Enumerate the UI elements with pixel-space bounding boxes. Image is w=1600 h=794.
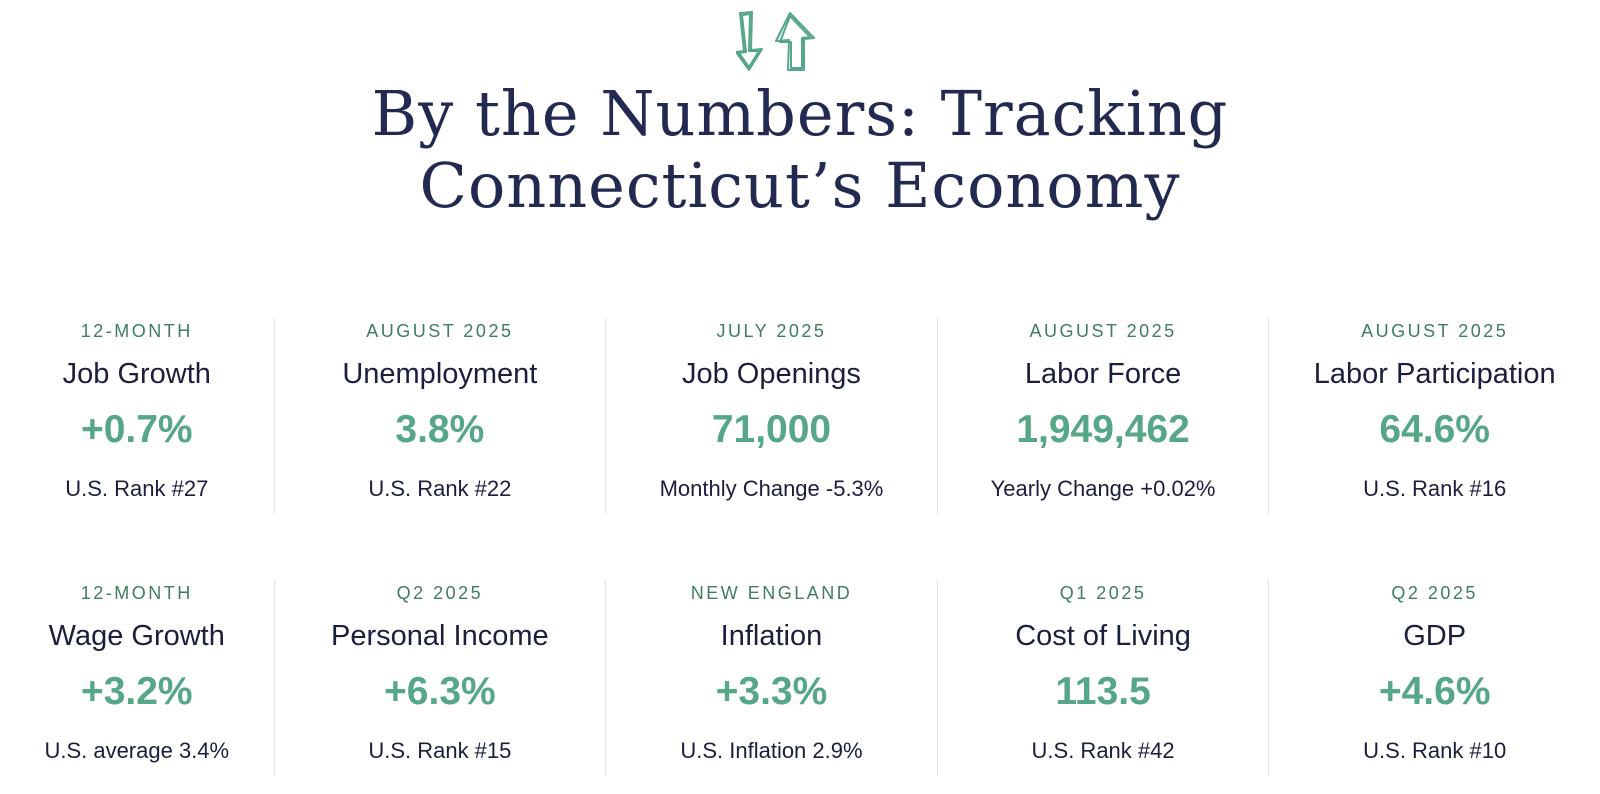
title-line-2: Connecticut’s Economy: [419, 149, 1181, 222]
stat-period: JULY 2025: [716, 321, 827, 341]
stat-label: Cost of Living: [1015, 620, 1191, 652]
stat-period: AUGUST 2025: [366, 321, 514, 341]
stat-value: 113.5: [1055, 670, 1151, 713]
page-title: By the Numbers: Tracking Connecticut’s E…: [200, 78, 1400, 222]
stat-note: U.S. Rank #16: [1363, 476, 1507, 501]
stat-period: AUGUST 2025: [1029, 321, 1177, 341]
stat-note: U.S. Inflation 2.9%: [680, 738, 863, 763]
stat-value: 64.6%: [1379, 408, 1490, 451]
up-down-arrows-icon: [736, 11, 815, 71]
stat-period: Q1 2025: [1059, 583, 1147, 603]
stat-value: 71,000: [711, 408, 832, 451]
stat-value: +3.3%: [715, 670, 828, 713]
stat-value: +4.6%: [1378, 670, 1491, 713]
stat-period: AUGUST 2025: [1361, 321, 1509, 341]
stat-note: Yearly Change +0.02%: [990, 476, 1216, 501]
stat-label: Labor Force: [1024, 358, 1182, 390]
stat-value: +3.2%: [80, 670, 193, 713]
stats-row-1: 12-MONTH Job Growth +0.7% U.S. Rank #27 …: [0, 318, 1600, 518]
stat-note: U.S. average 3.4%: [44, 738, 230, 763]
stat-note: U.S. Rank #27: [65, 476, 209, 501]
stat-label: Inflation: [720, 620, 823, 652]
stat-label: Job Growth: [62, 358, 211, 390]
stats-row-2: 12-MONTH Wage Growth +3.2% U.S. average …: [0, 580, 1600, 780]
stat-note: U.S. Rank #22: [368, 476, 512, 501]
stat-card-wage-growth: 12-MONTH Wage Growth +3.2% U.S. average …: [0, 580, 274, 776]
title-line-1: By the Numbers: Tracking: [371, 77, 1229, 150]
page-header: By the Numbers: Tracking Connecticut’s E…: [0, 0, 1600, 250]
stat-card-job-growth: 12-MONTH Job Growth +0.7% U.S. Rank #27: [0, 318, 274, 514]
stat-note: U.S. Rank #10: [1363, 738, 1507, 763]
stat-value: 3.8%: [395, 408, 485, 451]
stat-note: Monthly Change -5.3%: [659, 476, 884, 501]
stat-value: +6.3%: [384, 670, 496, 713]
stat-card-job-openings: JULY 2025 Job Openings 71,000 Monthly Ch…: [605, 318, 937, 514]
stats-grid: 12-MONTH Job Growth +0.7% U.S. Rank #27 …: [0, 318, 1600, 794]
stat-label: GDP: [1403, 620, 1467, 652]
stat-note: U.S. Rank #15: [368, 738, 512, 763]
stat-card-unemployment: AUGUST 2025 Unemployment 3.8% U.S. Rank …: [273, 318, 606, 514]
stat-card-gdp: Q2 2025 GDP +4.6% U.S. Rank #10: [1268, 580, 1600, 776]
stat-card-inflation: NEW ENGLAND Inflation +3.3% U.S. Inflati…: [605, 580, 937, 776]
stat-period: Q2 2025: [1391, 583, 1478, 603]
stat-period: Q2 2025: [396, 583, 484, 603]
stat-label: Wage Growth: [48, 620, 225, 652]
stat-label: Labor Participation: [1313, 358, 1556, 390]
stat-period: NEW ENGLAND: [690, 583, 853, 603]
stat-period: 12-MONTH: [80, 583, 193, 603]
stat-label: Personal Income: [331, 620, 549, 652]
stat-label: Unemployment: [342, 358, 538, 390]
stat-period: 12-MONTH: [80, 321, 193, 341]
stat-note: U.S. Rank #42: [1031, 738, 1175, 763]
stat-label: Job Openings: [681, 358, 861, 390]
stat-value: +0.7%: [80, 408, 193, 451]
stat-card-labor-force: AUGUST 2025 Labor Force 1,949,462 Yearly…: [936, 318, 1269, 514]
stat-card-personal-income: Q2 2025 Personal Income +6.3% U.S. Rank …: [273, 580, 606, 776]
stat-card-labor-participation: AUGUST 2025 Labor Participation 64.6% U.…: [1268, 318, 1600, 514]
stat-value: 1,949,462: [1016, 408, 1190, 451]
stat-card-cost-of-living: Q1 2025 Cost of Living 113.5 U.S. Rank #…: [936, 580, 1269, 776]
